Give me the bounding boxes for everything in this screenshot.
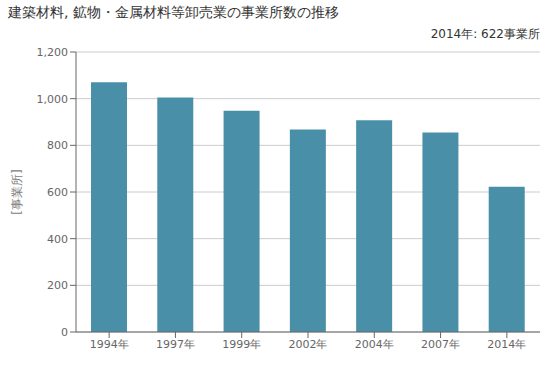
svg-text:600: 600: [47, 186, 68, 199]
svg-text:1,000: 1,000: [37, 93, 69, 106]
svg-text:1997年: 1997年: [156, 338, 195, 351]
svg-text:2007年: 2007年: [421, 338, 460, 351]
svg-text:2002年: 2002年: [289, 338, 328, 351]
html-text:2014年: 622事業所: 2014年: 622事業所: [430, 27, 540, 41]
svg-text:1994年: 1994年: [90, 338, 129, 351]
svg-text:2014年: 2014年: [487, 338, 526, 351]
svg-text:1,200: 1,200: [37, 46, 69, 59]
svg-text:200: 200: [47, 279, 68, 292]
svg-text:0: 0: [61, 326, 68, 339]
svg-text:2004年: 2004年: [355, 338, 394, 351]
html-text:建築材料, 鉱物・金属材料等卸売業の事業所数の推移: 建築材料, 鉱物・金属材料等卸売業の事業所数の推移: [8, 4, 339, 20]
svg-text:1999年: 1999年: [222, 338, 261, 351]
svg-text:400: 400: [47, 233, 68, 246]
svg-text:800: 800: [47, 139, 68, 152]
svg-text:[事業所]: [事業所]: [10, 169, 24, 214]
